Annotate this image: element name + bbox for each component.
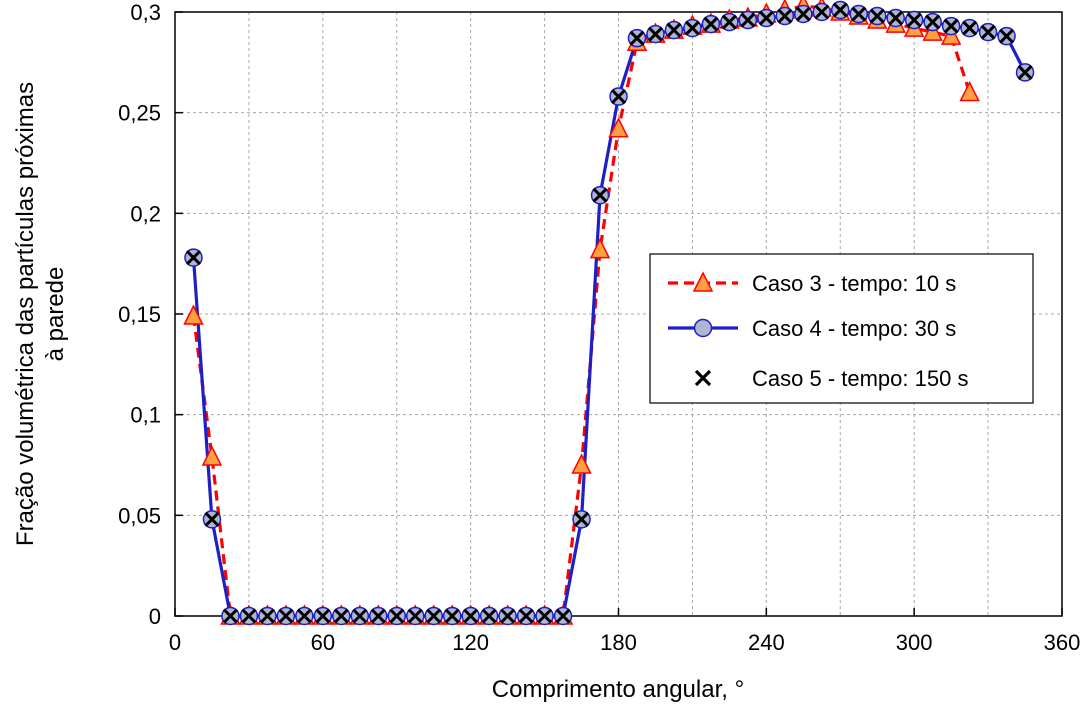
y-axis-title-line-1: Fração volumétrica das partículas próxim…: [12, 82, 39, 546]
data-point: [740, 12, 756, 28]
data-point: [869, 8, 885, 24]
data-point: [241, 608, 257, 624]
data-point: [222, 608, 238, 624]
data-point: [426, 608, 442, 624]
series-layer: [183, 0, 1035, 626]
data-point: [684, 20, 700, 36]
legend-entry-caso-4: Caso 4 - tempo: 30 s: [668, 316, 956, 341]
data-point: [555, 608, 571, 624]
data-point: [608, 117, 629, 138]
data-point: [463, 608, 479, 624]
y-tick-label: 0,2: [130, 201, 161, 226]
x-tick-label: 60: [311, 630, 335, 655]
data-point: [943, 18, 959, 34]
y-tick-label: 0,05: [118, 503, 161, 528]
data-point: [666, 22, 682, 38]
y-axis-title: Fração volumétrica das partículas próxim…: [12, 82, 69, 546]
x-tick-label: 180: [600, 630, 637, 655]
data-point: [962, 20, 978, 36]
data-point: [795, 6, 811, 22]
y-tick-label: 0,15: [118, 302, 161, 327]
data-point: [315, 608, 331, 624]
data-point: [352, 608, 368, 624]
data-point: [959, 80, 980, 102]
data-point: [925, 14, 941, 30]
data-point: [201, 445, 223, 466]
legend-entry-caso-3: Caso 3 - tempo: 10 s: [668, 271, 956, 296]
data-point: [185, 250, 202, 266]
y-tick-label: 0,1: [130, 403, 161, 428]
y-tick-label: 0,25: [118, 101, 161, 126]
data-point: [370, 608, 386, 624]
data-point: [389, 608, 405, 624]
data-point: [610, 88, 627, 105]
data-point: [278, 608, 294, 624]
data-point: [1017, 64, 1033, 80]
data-point: [906, 12, 922, 28]
triangle-marker-icon: [692, 271, 714, 292]
x-tick-label: 240: [748, 630, 785, 655]
legend-label-caso-5: Caso 5 - tempo: 150 s: [752, 366, 968, 391]
x-tick-label: 0: [169, 630, 181, 655]
data-point: [589, 237, 611, 259]
data-point: [647, 26, 664, 42]
y-axis-title-line-2: à parede: [42, 267, 69, 362]
data-point: [259, 608, 275, 624]
legend: Caso 3 - tempo: 10 s Caso 4 - tempo: 30 …: [649, 253, 1034, 404]
series-markers-3: [185, 2, 1033, 624]
data-point: [629, 30, 645, 46]
axis-ticks: 0 60 120 180 240 300 360 0 0,05 0,1 0,15 0,2 0,25 0,3: [118, 0, 1080, 655]
data-point: [183, 304, 204, 325]
data-point: [573, 511, 590, 527]
x-tick-label: 120: [452, 630, 489, 655]
data-point: [537, 608, 553, 624]
data-point: [980, 24, 996, 40]
data-point: [851, 6, 867, 22]
data-point: [832, 2, 848, 18]
data-point: [204, 511, 220, 527]
data-point: [481, 608, 497, 624]
data-point: [703, 16, 719, 32]
data-point: [758, 10, 774, 26]
data-point: [518, 608, 534, 624]
data-point: [296, 608, 312, 624]
y-tick-label: 0: [149, 604, 161, 629]
circle-marker-icon: [693, 318, 713, 338]
data-point: [444, 608, 460, 624]
x-marker-icon: [694, 369, 712, 387]
data-point: [333, 608, 349, 624]
data-point: [571, 453, 592, 474]
legend-label-caso-3: Caso 3 - tempo: 10 s: [752, 271, 956, 296]
y-tick-label: 0,3: [130, 0, 161, 25]
legend-entry-caso-5: Caso 5 - tempo: 150 s: [694, 366, 968, 391]
data-point: [888, 10, 904, 26]
data-point: [998, 28, 1015, 44]
data-point: [721, 14, 737, 30]
data-point: [777, 8, 793, 24]
x-tick-label: 360: [1044, 630, 1081, 655]
data-point: [500, 608, 516, 624]
x-tick-label: 300: [896, 630, 933, 655]
data-point: [592, 187, 608, 203]
data-point: [407, 608, 423, 624]
data-point: [814, 4, 830, 20]
legend-label-caso-4: Caso 4 - tempo: 30 s: [752, 316, 956, 341]
x-axis-title: Comprimento angular, °: [492, 676, 744, 703]
